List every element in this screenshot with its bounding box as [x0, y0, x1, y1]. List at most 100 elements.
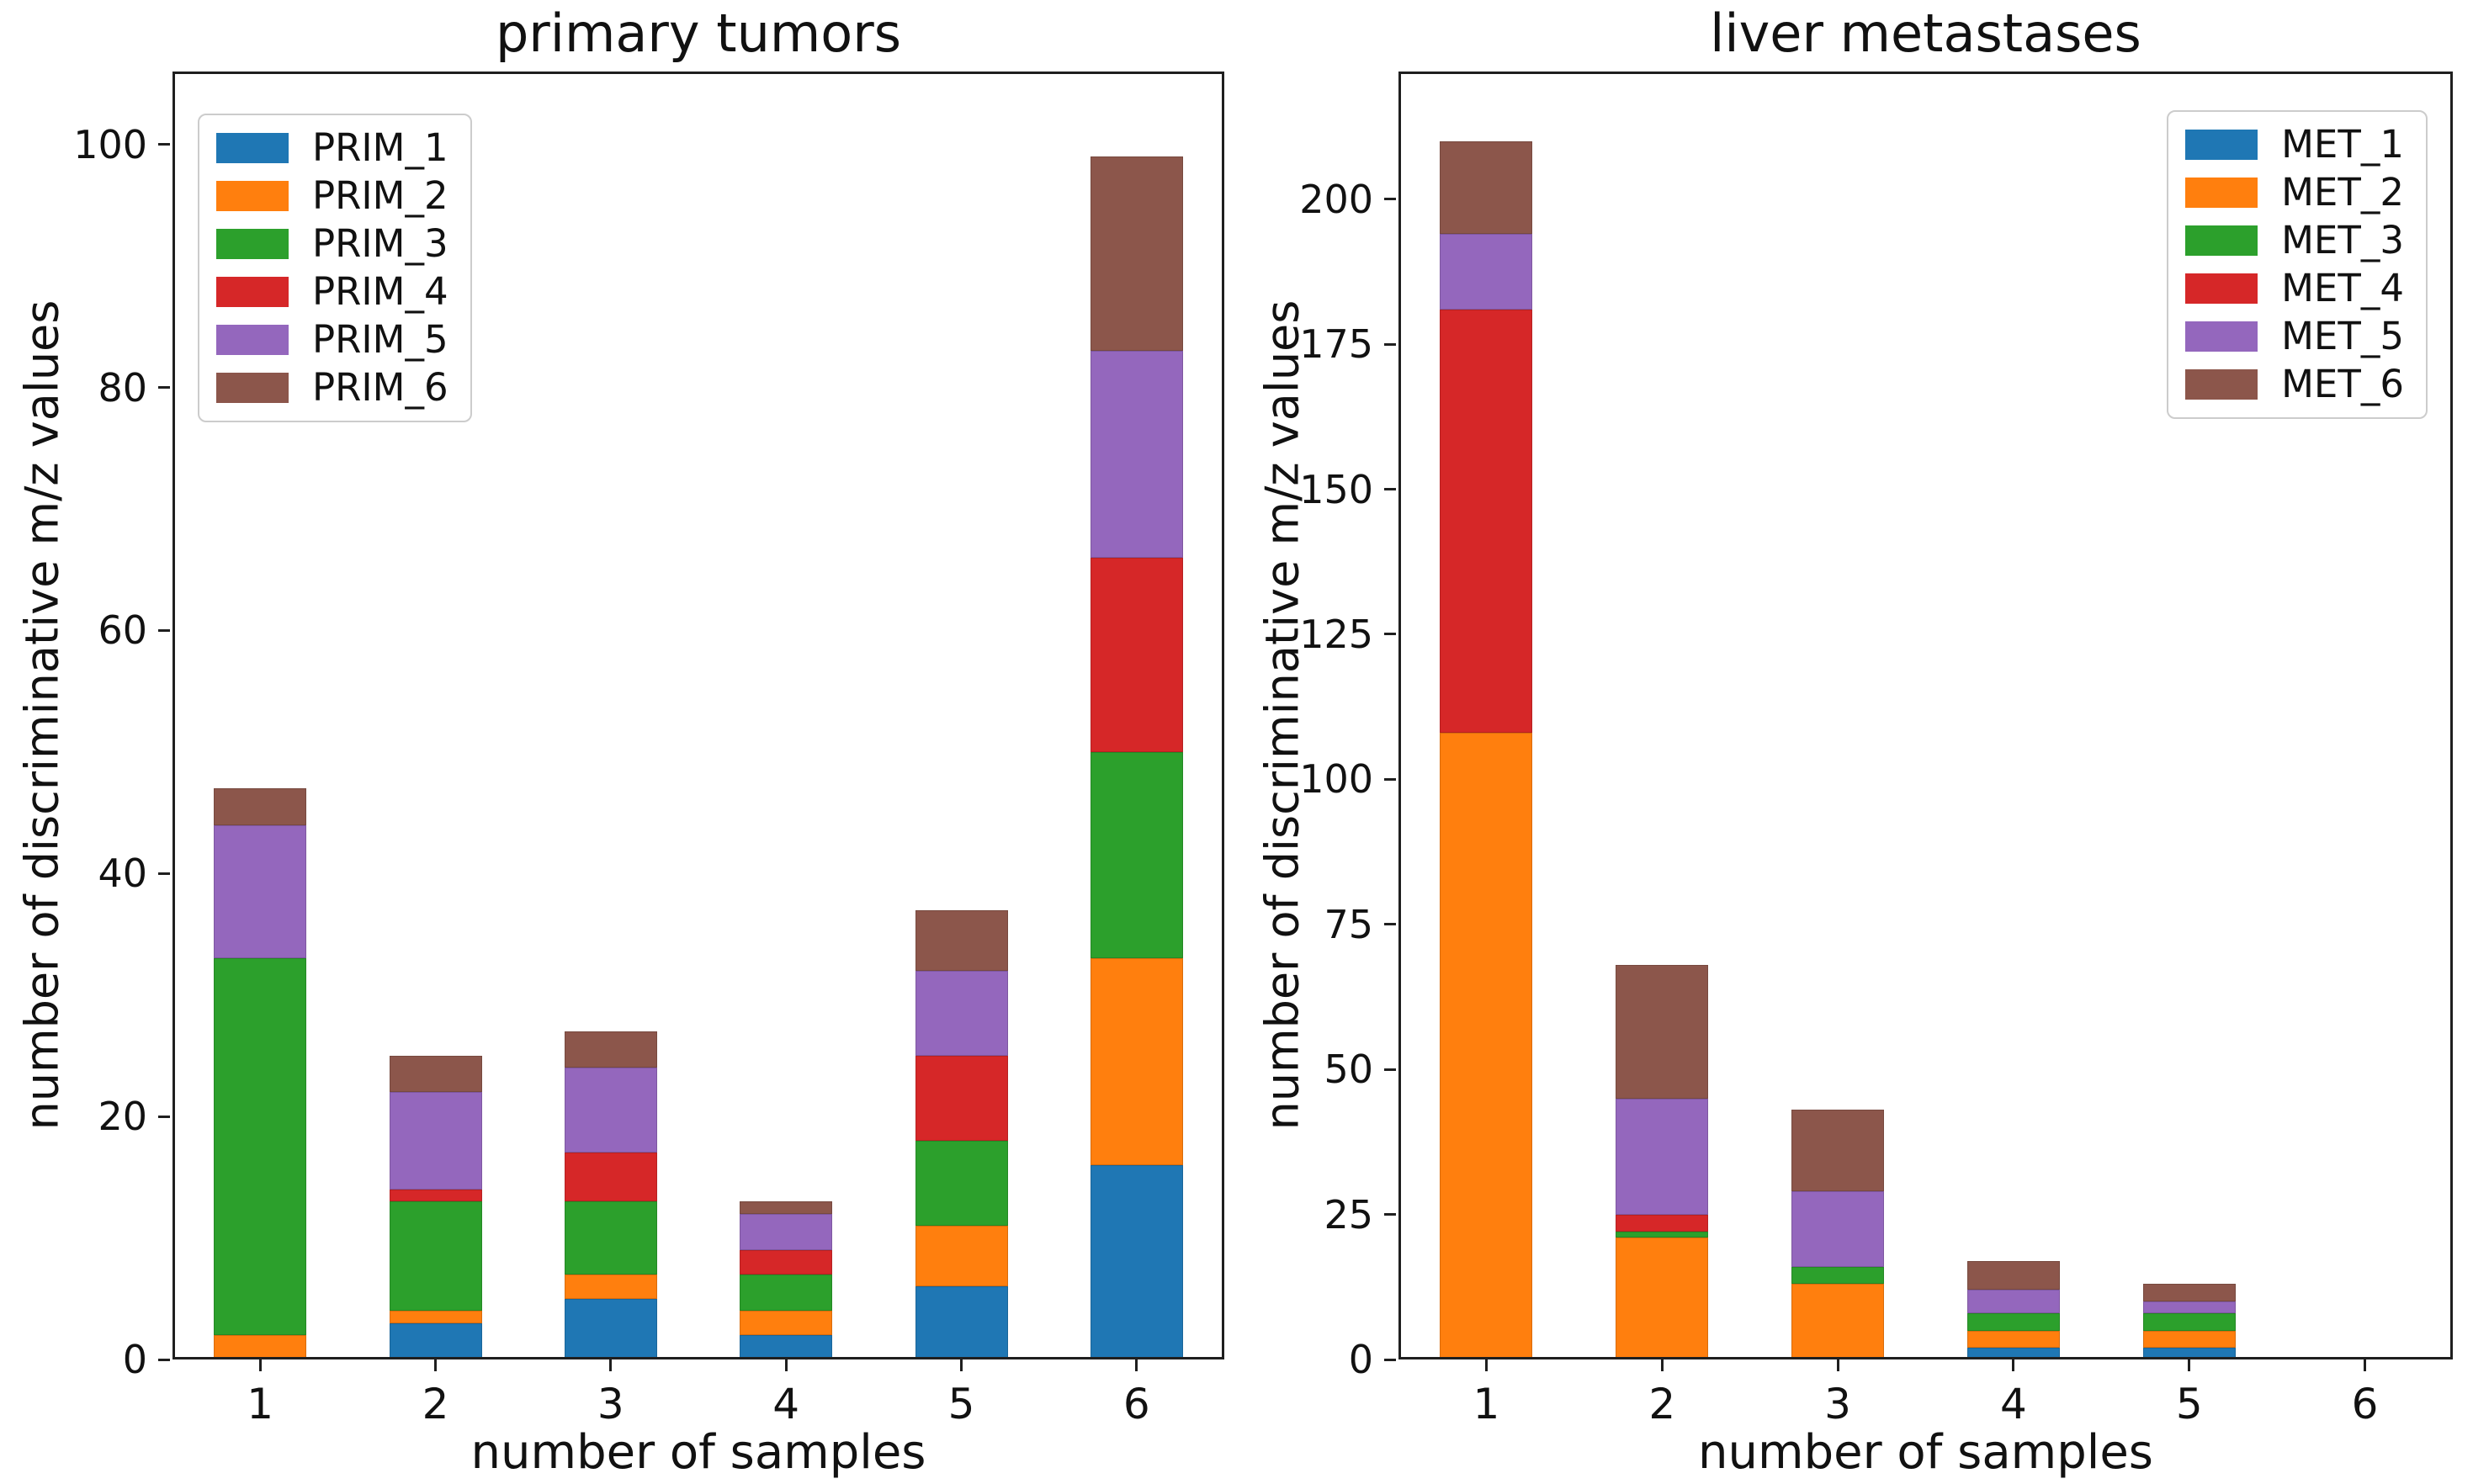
right-y-axis-label: number of discriminative m/z values: [1255, 299, 1309, 1131]
bar-segment-PRIM_4-sample-3: [564, 1153, 657, 1202]
bar-segment-PRIM_1-sample-6: [1090, 1164, 1183, 1359]
legend-row: MET_5: [2185, 317, 2404, 356]
x-tick-mark: [960, 1359, 963, 1371]
bar-segment-PRIM_5-sample-5: [915, 970, 1008, 1056]
legend-label: MET_6: [2281, 362, 2404, 406]
legend-label: MET_1: [2281, 122, 2404, 167]
legend-swatch-PRIM_2: [216, 181, 289, 211]
legend-row: MET_3: [2185, 221, 2404, 260]
y-tick-label: 40: [98, 851, 147, 897]
legend-label: PRIM_3: [312, 221, 448, 266]
bar-segment-PRIM_2-sample-6: [1090, 958, 1183, 1165]
legend-swatch-PRIM_4: [216, 277, 289, 307]
bar-segment-PRIM_5-sample-2: [389, 1092, 482, 1190]
bar-segment-PRIM_5-sample-1: [214, 824, 307, 959]
y-tick-mark: [158, 1115, 170, 1118]
bar-segment-MET_2-sample-4: [1966, 1330, 2060, 1349]
left-y-axis-label: number of discriminative m/z values: [15, 299, 69, 1131]
y-tick-label: 25: [1324, 1191, 1373, 1238]
bar-segment-PRIM_2-sample-2: [389, 1311, 482, 1323]
y-tick-mark: [158, 386, 170, 390]
bar-segment-MET_3-sample-3: [1791, 1266, 1885, 1285]
legend-row: MET_2: [2185, 173, 2404, 212]
bar-segment-MET_5-sample-2: [1616, 1098, 1709, 1215]
x-tick-mark: [2188, 1359, 2191, 1371]
x-tick-label: 6: [2351, 1380, 2379, 1428]
x-tick-mark: [1660, 1359, 1664, 1371]
bar-segment-MET_2-sample-2: [1616, 1238, 1709, 1359]
legend-label: PRIM_5: [312, 317, 448, 362]
bar-segment-MET_5-sample-4: [1966, 1290, 2060, 1313]
y-tick-label: 175: [1299, 321, 1373, 368]
legend-label: MET_2: [2281, 170, 2404, 215]
left-x-axis-label: number of samples: [470, 1425, 926, 1480]
x-tick-label: 4: [2000, 1380, 2027, 1428]
y-tick-mark: [158, 628, 170, 632]
y-tick-mark: [158, 872, 170, 875]
y-tick-label: 100: [73, 121, 147, 167]
y-tick-label: 100: [1299, 756, 1373, 803]
right-chart-title: liver metastases: [1710, 3, 2141, 64]
bar-segment-PRIM_2-sample-5: [915, 1226, 1008, 1287]
legend-swatch-MET_1: [2185, 130, 2258, 160]
bar-segment-PRIM_3-sample-2: [389, 1201, 482, 1312]
legend-label: MET_4: [2281, 266, 2404, 310]
x-tick-label: 3: [597, 1380, 624, 1428]
y-tick-label: 125: [1299, 611, 1373, 657]
y-tick-label: 150: [1299, 466, 1373, 512]
bar-segment-MET_3-sample-5: [2142, 1312, 2236, 1331]
right-x-axis-label: number of samples: [1698, 1425, 2153, 1480]
x-tick-mark: [258, 1359, 262, 1371]
x-tick-mark: [784, 1359, 788, 1371]
legend-box: MET_1 MET_2 MET_3 MET_4 MET_5 MET_6: [2167, 110, 2428, 419]
bar-segment-PRIM_6-sample-5: [915, 909, 1008, 971]
bar-segment-PRIM_4-sample-4: [740, 1250, 833, 1275]
bar-segment-MET_4-sample-1: [1440, 309, 1533, 734]
legend-label: PRIM_1: [312, 125, 448, 170]
x-tick-mark: [1484, 1359, 1488, 1371]
left-chart-title: primary tumors: [495, 3, 902, 64]
bar-segment-MET_3-sample-2: [1616, 1232, 1709, 1238]
y-tick-mark: [1384, 633, 1396, 636]
y-tick-mark: [1384, 1068, 1396, 1071]
legend-swatch-PRIM_1: [216, 133, 289, 163]
bar-segment-MET_5-sample-5: [2142, 1301, 2236, 1313]
bar-segment-MET_6-sample-3: [1791, 1110, 1885, 1192]
bar-segment-PRIM_3-sample-3: [564, 1201, 657, 1275]
bar-segment-MET_2-sample-1: [1440, 733, 1533, 1359]
legend-row: PRIM_4: [216, 273, 448, 311]
bar-segment-PRIM_6-sample-3: [564, 1031, 657, 1068]
bar-segment-PRIM_1-sample-3: [564, 1298, 657, 1359]
bar-segment-PRIM_6-sample-1: [214, 788, 307, 825]
bar-segment-PRIM_5-sample-6: [1090, 351, 1183, 558]
x-tick-label: 2: [422, 1380, 449, 1428]
x-tick-mark: [2364, 1359, 2367, 1371]
bar-segment-PRIM_3-sample-6: [1090, 751, 1183, 959]
bar-segment-PRIM_1-sample-5: [915, 1286, 1008, 1359]
legend-label: PRIM_6: [312, 365, 448, 410]
x-tick-label: 4: [772, 1380, 800, 1428]
y-tick-label: 20: [98, 1094, 147, 1140]
legend-row: MET_4: [2185, 269, 2404, 308]
legend-row: PRIM_6: [216, 368, 448, 407]
x-tick-mark: [434, 1359, 437, 1371]
bar-segment-PRIM_4-sample-5: [915, 1055, 1008, 1142]
legend-row: PRIM_1: [216, 129, 448, 167]
x-tick-label: 5: [2175, 1380, 2203, 1428]
legend-label: PRIM_4: [312, 269, 448, 314]
legend-swatch-MET_3: [2185, 225, 2258, 256]
bar-segment-PRIM_3-sample-4: [740, 1274, 833, 1312]
bar-segment-PRIM_3-sample-5: [915, 1141, 1008, 1227]
legend-box: PRIM_1 PRIM_2 PRIM_3 PRIM_4 PRIM_5 PRIM_6: [198, 114, 472, 422]
y-tick-label: 0: [1348, 1337, 1373, 1382]
bar-segment-PRIM_5-sample-4: [740, 1213, 833, 1251]
bar-segment-MET_5-sample-3: [1791, 1191, 1885, 1267]
y-tick-mark: [1384, 1358, 1396, 1361]
y-tick-label: 50: [1324, 1047, 1373, 1093]
legend-row: PRIM_3: [216, 225, 448, 263]
bar-segment-MET_3-sample-4: [1966, 1312, 2060, 1331]
bar-segment-MET_2-sample-5: [2142, 1330, 2236, 1349]
legend-row: MET_1: [2185, 125, 2404, 164]
bar-segment-MET_2-sample-3: [1791, 1284, 1885, 1359]
legend-swatch-MET_6: [2185, 369, 2258, 400]
